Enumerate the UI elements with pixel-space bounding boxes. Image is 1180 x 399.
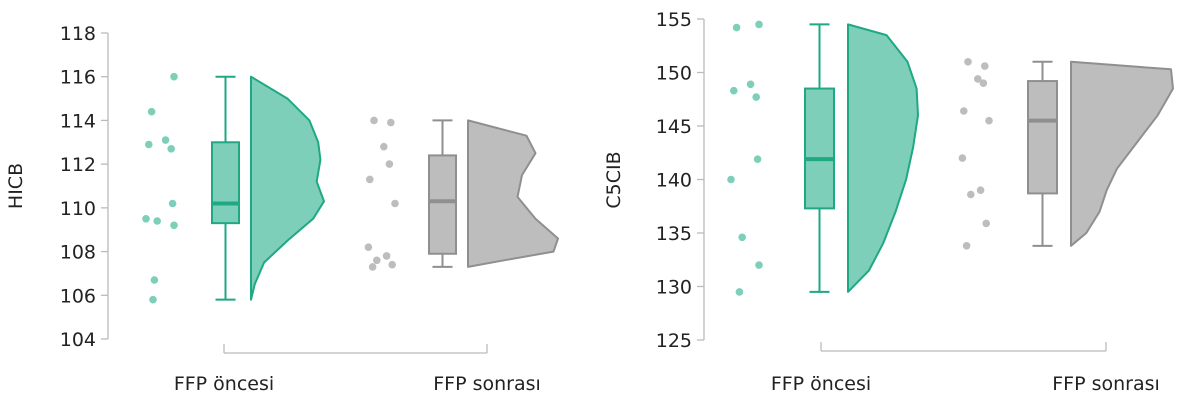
y-tick-label: 140 — [656, 170, 692, 192]
category-label: FFP öncesi — [771, 373, 871, 395]
y-axis-title: HICB — [5, 163, 27, 209]
y-tick-label: 130 — [656, 277, 692, 299]
y-tick-label: 155 — [656, 9, 692, 31]
data-point — [167, 145, 175, 153]
density-cloud — [1070, 60, 1174, 247]
data-point — [960, 107, 968, 115]
data-point — [974, 75, 982, 83]
box-iqr — [428, 154, 457, 255]
category-label: FFP sonrası — [433, 373, 541, 395]
data-point — [985, 116, 993, 125]
data-point — [732, 23, 741, 32]
data-point — [170, 221, 178, 230]
data-point — [964, 58, 972, 66]
hicb-panel: 104 106 108 110 112 114 116 118 HICB FFP öncesi FF… — [5, 23, 559, 395]
y-tick-label: 118 — [60, 23, 96, 45]
group-ffp-oncesi: FFP öncesi — [142, 72, 325, 395]
data-point — [752, 93, 760, 101]
y-tick-label: 104 — [60, 329, 96, 351]
data-point — [755, 261, 763, 269]
data-point — [149, 295, 157, 304]
group-ffp-sonrasi: FFP sonrası — [958, 58, 1174, 395]
c5cib-panel: 125 130 135 140 145 150 155 C5CIB FFP öncesi FFP … — [603, 9, 1174, 395]
box-iqr — [804, 87, 835, 210]
data-point — [387, 118, 395, 127]
data-point — [382, 252, 391, 260]
data-point — [368, 263, 377, 271]
data-point — [391, 199, 399, 208]
data-point — [735, 288, 744, 296]
data-point — [153, 217, 161, 225]
density-cloud — [250, 75, 325, 301]
data-point — [373, 256, 381, 265]
data-point — [976, 186, 985, 194]
y-tick-label: 116 — [60, 67, 96, 89]
data-point — [755, 20, 763, 29]
data-point — [364, 243, 373, 251]
category-label: FFP öncesi — [174, 373, 274, 395]
data-point — [145, 140, 153, 149]
y-axis-title: C5CIB — [603, 151, 625, 208]
data-point — [170, 72, 178, 81]
data-point — [979, 79, 988, 87]
data-point — [168, 199, 177, 208]
y-tick-label: 110 — [60, 198, 96, 220]
category-label: FFP sonrası — [1052, 373, 1160, 395]
data-point — [982, 219, 990, 228]
y-tick-label: 135 — [656, 223, 692, 245]
y-tick-label: 150 — [656, 63, 692, 85]
data-point — [147, 107, 156, 116]
group-ffp-sonrasi: FFP sonrası — [364, 116, 559, 395]
data-point — [738, 233, 746, 242]
box-iqr — [1027, 80, 1058, 195]
data-point — [380, 142, 388, 151]
data-point — [142, 215, 150, 223]
data-point — [385, 160, 394, 168]
y-tick-label: 145 — [656, 116, 692, 138]
data-point — [388, 260, 397, 269]
data-point — [967, 190, 975, 199]
box-iqr — [211, 141, 240, 225]
y-tick-label: 112 — [60, 154, 96, 176]
y-tick-label: 114 — [60, 110, 96, 132]
y-tick-label: 125 — [656, 330, 692, 352]
data-point — [727, 175, 735, 184]
data-point — [962, 242, 971, 250]
y-tick-label: 106 — [60, 285, 96, 307]
density-cloud — [467, 119, 559, 268]
data-point — [958, 154, 967, 162]
data-point — [981, 62, 989, 70]
data-point — [753, 155, 762, 163]
data-point — [161, 136, 170, 144]
density-cloud — [847, 23, 919, 293]
y-tick-label: 108 — [60, 242, 96, 264]
data-point — [150, 276, 159, 284]
data-point — [746, 80, 755, 89]
group-ffp-oncesi: FFP öncesi — [727, 20, 919, 395]
data-point — [730, 86, 738, 95]
data-point — [370, 116, 378, 125]
data-point — [366, 175, 374, 184]
